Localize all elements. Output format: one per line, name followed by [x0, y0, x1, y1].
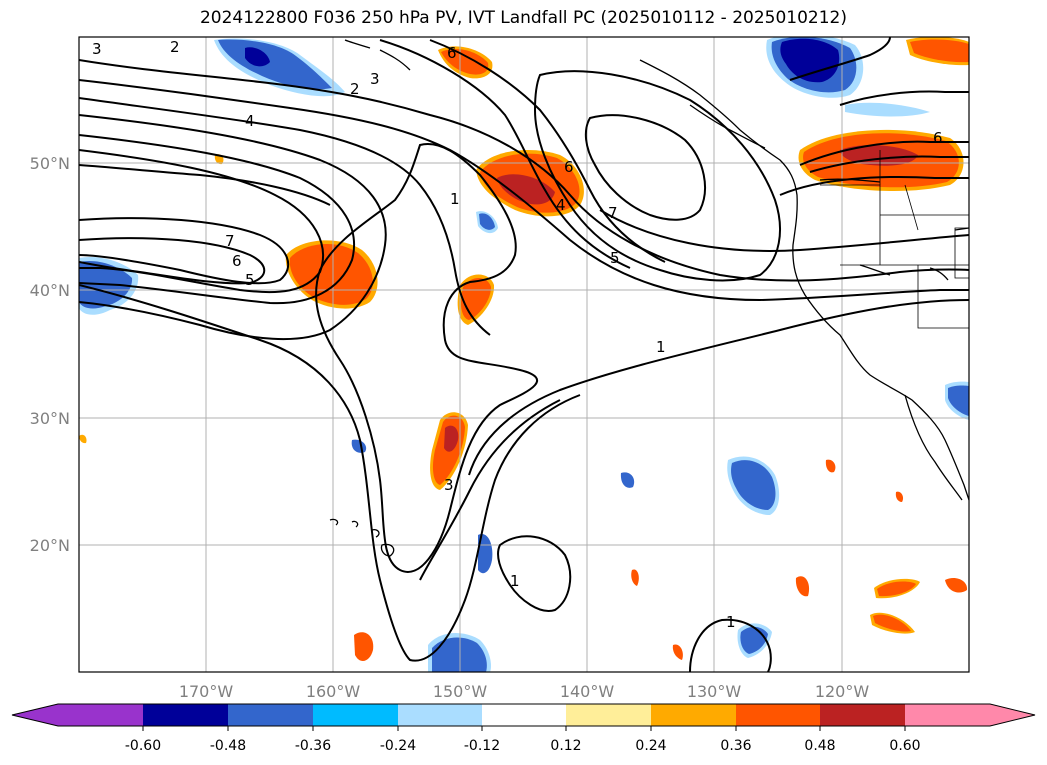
- contour-label: 3: [444, 476, 454, 494]
- contour-label: 2: [170, 38, 180, 56]
- lon-tick-label: 150°W: [433, 682, 488, 701]
- colorbar-segment: [228, 704, 313, 726]
- contour-label: 5: [610, 249, 620, 267]
- contour-labels: 3 2 2 3 4 6 7 6 5 1 6 4 7 5 1 3 1 1 6: [92, 38, 943, 631]
- pv-contours: [79, 37, 969, 672]
- colorbar-tick-label: 0.12: [550, 738, 581, 754]
- colorbar-tick-label: 0.48: [804, 738, 835, 754]
- contour-label: 1: [726, 613, 736, 631]
- colorbar: -0.60 -0.48 -0.36 -0.24 -0.12 0.12 0.24 …: [11, 703, 1036, 754]
- contour-label: 5: [245, 271, 255, 289]
- colorbar-tick-label: -0.60: [125, 738, 161, 754]
- colorbar-tick-label: -0.12: [464, 738, 500, 754]
- contour-label: 6: [564, 158, 574, 176]
- map-title: 2024122800 F036 250 hPa PV, IVT Landfall…: [199, 8, 847, 28]
- contour-label: 3: [92, 40, 102, 58]
- colorbar-segment: [651, 704, 736, 726]
- colorbar-tick-label: -0.36: [295, 738, 331, 754]
- contour-label: 4: [245, 112, 255, 130]
- pv-negative-anomalies: [79, 37, 969, 672]
- contour-label: 4: [556, 196, 566, 214]
- lat-tick-label: 50°N: [30, 154, 70, 173]
- colorbar-segment: [398, 704, 482, 726]
- contour-label: 1: [656, 338, 666, 356]
- colorbar-segment: [313, 704, 398, 726]
- colorbar-segment: [820, 704, 905, 726]
- contour-label: 6: [232, 252, 242, 270]
- contour-label: 7: [225, 232, 235, 250]
- lat-tick-label: 20°N: [30, 536, 70, 555]
- lon-tick-label: 170°W: [179, 682, 234, 701]
- contour-label: 1: [450, 190, 460, 208]
- state-borders: [820, 150, 969, 329]
- lon-tick-label: 160°W: [306, 682, 361, 701]
- colorbar-segment: [482, 704, 566, 726]
- lat-tick-label: 40°N: [30, 281, 70, 300]
- lat-tick-labels: 50°N 40°N 30°N 20°N: [30, 154, 70, 555]
- contour-label: 6: [447, 44, 457, 62]
- contour-label: 1: [510, 572, 520, 590]
- lon-tick-label: 140°W: [560, 682, 615, 701]
- lon-tick-label: 130°W: [687, 682, 742, 701]
- colorbar-segment: [58, 704, 143, 726]
- colorbar-tick-label: -0.24: [380, 738, 416, 754]
- colorbar-segment: [566, 704, 651, 726]
- lat-tick-label: 30°N: [30, 409, 70, 428]
- contour-label: 3: [370, 70, 380, 88]
- contour-label: 2: [350, 80, 360, 98]
- contour-label: 7: [608, 204, 618, 222]
- colorbar-outline: [11, 703, 1036, 727]
- colorbar-tick-label: -0.48: [210, 738, 246, 754]
- colorbar-tick-label: 0.60: [889, 738, 920, 754]
- map-panel: 3 2 2 3 4 6 7 6 5 1 6 4 7 5 1 3 1 1 6: [79, 37, 969, 672]
- colorbar-extend-low: [12, 704, 58, 726]
- colorbar-tick-label: 0.24: [635, 738, 666, 754]
- contour-label: 6: [933, 129, 943, 147]
- colorbar-extend-high: [990, 704, 1035, 726]
- colorbar-segment: [905, 704, 990, 726]
- lon-tick-labels: 170°W 160°W 150°W 140°W 130°W 120°W: [179, 682, 870, 701]
- gridlines: [79, 37, 969, 672]
- map-frame: [78, 36, 970, 673]
- lon-tick-label: 120°W: [815, 682, 870, 701]
- colorbar-segment: [736, 704, 820, 726]
- colorbar-segment: [143, 704, 228, 726]
- colorbar-tick-label: 0.36: [720, 738, 751, 754]
